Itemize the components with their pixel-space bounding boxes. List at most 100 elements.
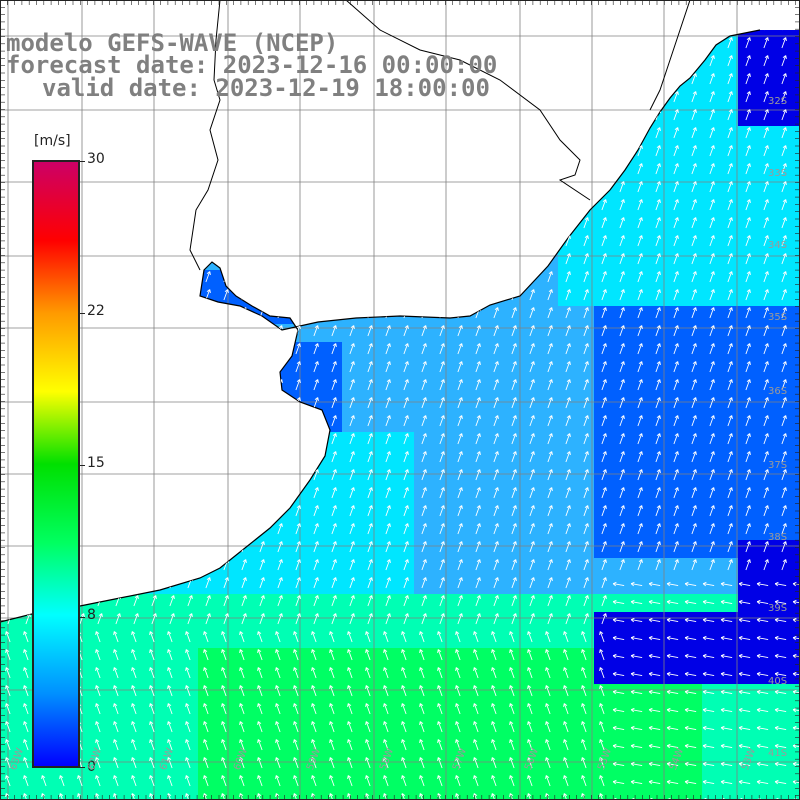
wind-arrow	[349, 217, 355, 229]
wind-arrow	[648, 653, 661, 659]
wind-arrow	[547, 523, 553, 535]
wind-arrow	[133, 577, 139, 589]
wind-arrow	[756, 653, 769, 659]
wind-arrow	[763, 523, 769, 535]
wind-arrow	[583, 613, 589, 625]
wind-arrow	[97, 127, 103, 139]
wind-arrow	[565, 541, 571, 553]
wind-arrow	[763, 109, 769, 121]
colorbar-tick-label: 22	[87, 303, 105, 319]
wind-arrow	[781, 487, 787, 499]
wind-arrow	[529, 433, 535, 445]
wind-arrow	[473, 649, 479, 661]
wind-arrow	[331, 181, 337, 193]
wind-arrow	[529, 73, 535, 85]
wind-arrow	[349, 577, 355, 589]
wind-arrow	[347, 721, 353, 733]
wind-arrow	[97, 271, 103, 283]
wind-arrow	[437, 631, 443, 643]
wind-arrow	[527, 703, 533, 715]
wind-arrow	[221, 649, 227, 661]
wind-arrow	[259, 379, 265, 391]
wind-arrow	[257, 793, 263, 800]
wind-arrow	[781, 523, 787, 535]
wind-arrow	[583, 289, 589, 301]
wind-arrow	[673, 109, 679, 121]
wind-arrow	[583, 505, 589, 517]
wind-arrow	[720, 581, 733, 587]
wind-arrow	[475, 181, 481, 193]
wind-arrow	[25, 235, 31, 247]
wind-arrow	[439, 145, 445, 157]
wind-arrow	[745, 415, 751, 427]
wind-arrow	[187, 127, 193, 139]
wind-arrow	[745, 163, 751, 175]
wind-arrow	[584, 1, 589, 12]
wind-arrow	[691, 37, 697, 49]
wind-arrow	[475, 487, 481, 499]
wind-arrow	[185, 667, 191, 679]
wind-arrow	[367, 145, 373, 157]
wind-arrow	[223, 577, 229, 589]
wind-arrow	[529, 415, 535, 427]
wind-arrow	[601, 595, 607, 607]
wind-arrow	[565, 37, 571, 49]
wind-arrow	[331, 307, 337, 319]
wind-arrow	[630, 707, 643, 713]
wind-arrow	[702, 689, 715, 695]
wind-arrow	[313, 559, 319, 571]
wind-arrow	[385, 487, 391, 499]
wind-arrow	[170, 1, 175, 12]
wind-arrow	[511, 271, 517, 283]
wind-arrow	[349, 541, 355, 553]
wind-arrow	[781, 109, 787, 121]
wind-arrow	[702, 599, 715, 605]
wind-arrow	[349, 505, 355, 517]
wind-arrow	[59, 775, 65, 787]
wind-arrow	[601, 415, 607, 427]
wind-arrow	[97, 289, 103, 301]
wind-arrow	[169, 163, 175, 175]
wind-arrow	[684, 779, 697, 785]
wind-arrow	[763, 253, 769, 265]
wind-arrow	[259, 469, 265, 481]
wind-arrow	[205, 127, 211, 139]
wind-arrow	[7, 397, 13, 409]
wind-arrow	[239, 703, 245, 715]
wind-arrow	[95, 793, 101, 800]
wind-arrow	[565, 30, 571, 31]
wind-arrow	[167, 667, 173, 679]
wind-arrow	[59, 793, 65, 800]
wind-arrow	[619, 307, 625, 319]
wind-arrow	[475, 541, 481, 553]
wind-arrow	[133, 145, 139, 157]
wind-arrow	[131, 793, 137, 800]
wind-arrow	[619, 55, 625, 67]
wind-arrow	[293, 667, 299, 679]
wind-arrow	[403, 163, 409, 175]
wind-arrow	[23, 775, 29, 787]
wind-arrow	[457, 541, 463, 553]
wind-arrow	[331, 361, 337, 373]
wind-arrow	[347, 685, 353, 697]
wind-arrow	[403, 127, 409, 139]
wind-arrow	[149, 739, 155, 751]
wind-arrow	[169, 289, 175, 301]
wind-arrow	[347, 757, 353, 769]
wind-arrow	[241, 559, 247, 571]
wind-arrow	[529, 199, 535, 211]
wind-arrow	[259, 271, 265, 283]
wind-arrow	[241, 109, 247, 121]
wind-arrow	[313, 109, 319, 121]
wind-arrow	[612, 761, 625, 767]
wind-arrow	[115, 325, 121, 337]
wind-arrow	[547, 505, 553, 517]
wind-arrow	[673, 127, 679, 139]
wind-arrow	[367, 523, 373, 535]
wind-arrow	[630, 653, 643, 659]
wind-arrow	[745, 145, 751, 157]
wind-arrow	[187, 181, 193, 193]
wind-arrow	[457, 181, 463, 193]
wind-arrow	[763, 37, 769, 49]
wind-arrow	[169, 199, 175, 211]
